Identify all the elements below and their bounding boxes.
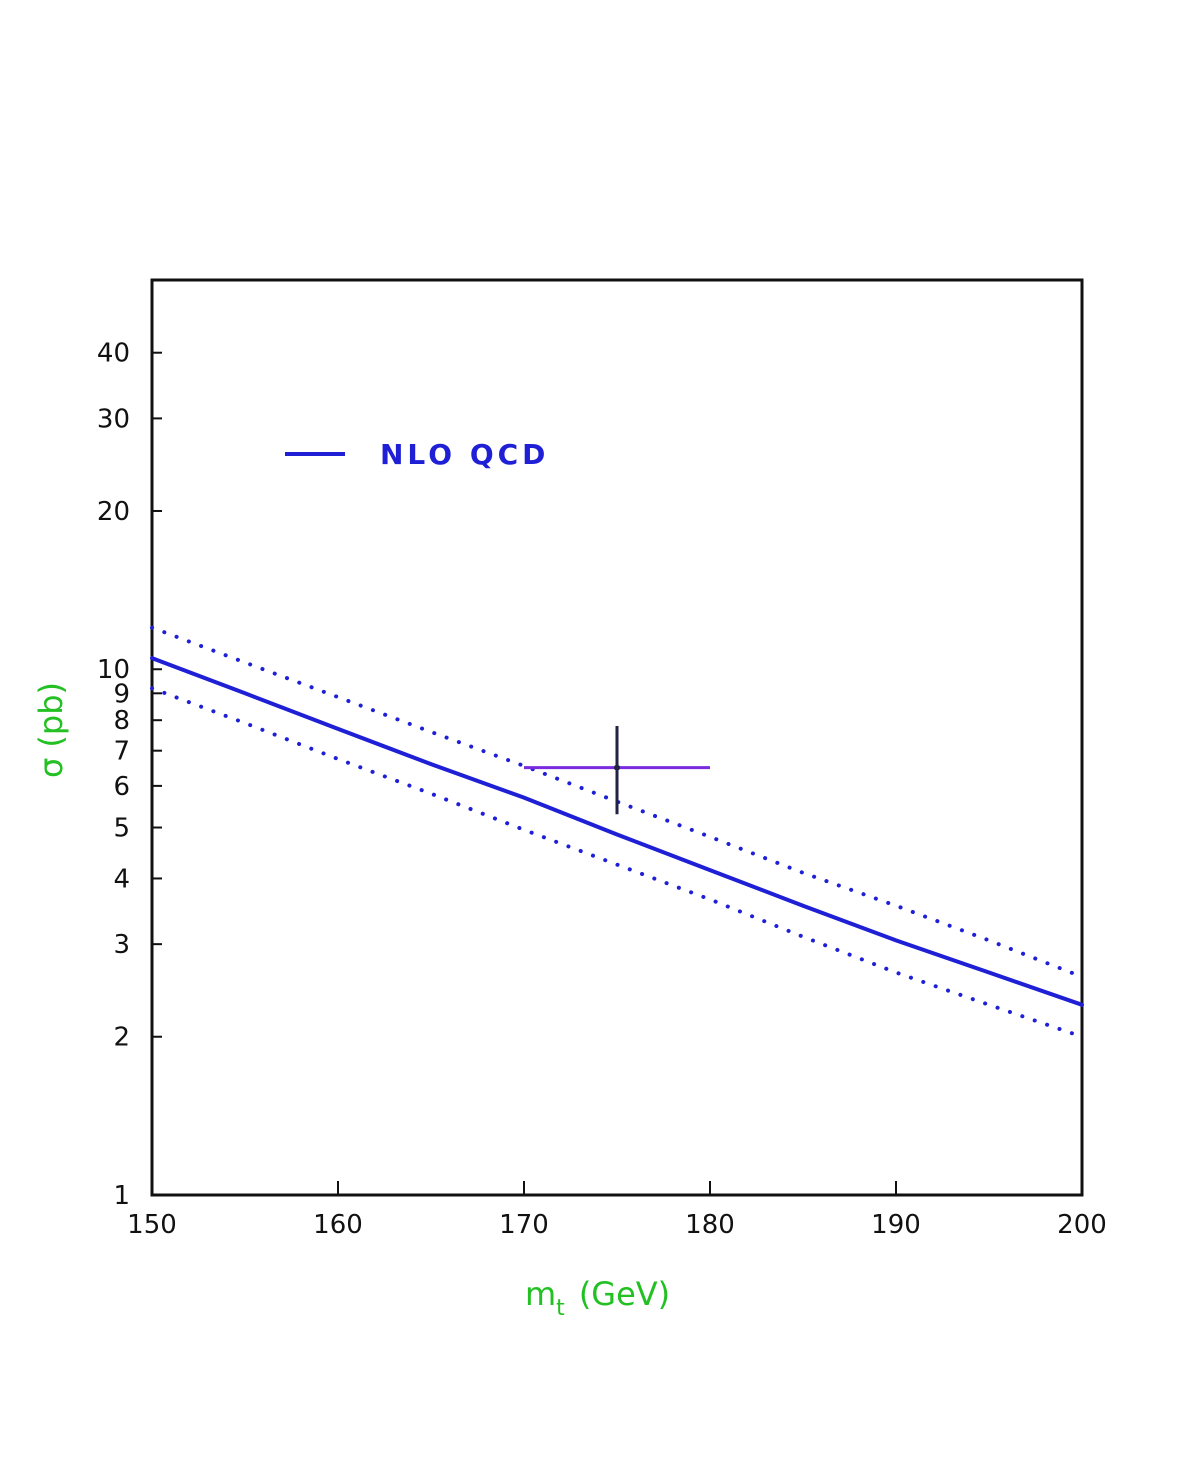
x-tick-label: 180 [685, 1210, 735, 1240]
y-tick-label: 20 [97, 497, 130, 527]
x-axis-title: mt (GeV) [525, 1275, 670, 1321]
y-tick-label: 9 [113, 679, 130, 709]
y-tick-label: 10 [97, 655, 130, 685]
x-tick-label: 160 [313, 1210, 363, 1240]
y-tick-label: 6 [113, 772, 130, 802]
y-tick-label: 3 [113, 930, 130, 960]
band-lower-dotted [150, 686, 1084, 1039]
series-line-nlo-qcd [150, 656, 1084, 1007]
x-tick-label: 150 [127, 1210, 177, 1240]
y-tick-label: 2 [113, 1023, 130, 1053]
y-tick-label: 4 [113, 864, 130, 894]
legend-label-nlo-qcd: NLO QCD [380, 438, 549, 471]
legend: NLO QCD [285, 438, 549, 471]
y-tick-label: 5 [113, 814, 130, 844]
x-axis: 150 160 170 180 190 200 [127, 1181, 1107, 1240]
y-tick-label: 40 [97, 339, 130, 369]
measurement-layer [524, 725, 710, 815]
y-tick-label: 1 [113, 1181, 130, 1211]
series-layer [150, 625, 1084, 1039]
y-tick-label: 30 [97, 404, 130, 434]
y-tick-label: 7 [113, 737, 130, 767]
x-tick-label: 200 [1057, 1210, 1107, 1240]
plot-frame [150, 278, 1084, 1197]
y-axis-title: σ (pb) [32, 682, 70, 778]
measurement-point [614, 764, 620, 771]
x-tick-label: 190 [871, 1210, 921, 1240]
x-tick-label: 170 [499, 1210, 549, 1240]
y-tick-label: 8 [113, 706, 130, 736]
